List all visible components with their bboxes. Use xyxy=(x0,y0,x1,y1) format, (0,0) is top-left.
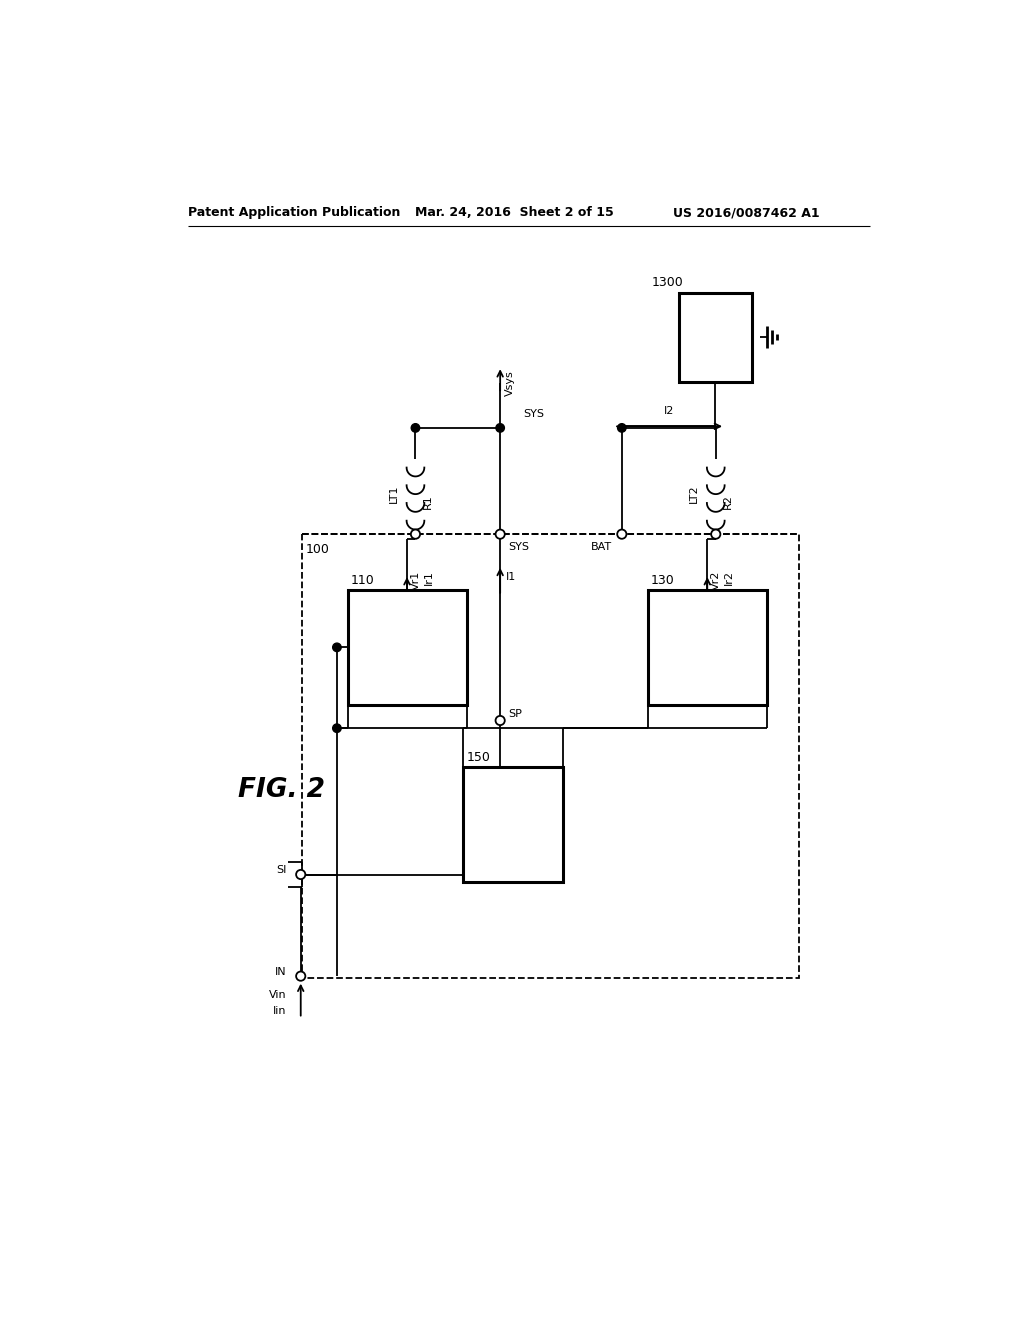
Text: 110: 110 xyxy=(351,574,375,587)
Text: 150: 150 xyxy=(467,751,490,764)
Text: Charger: Charger xyxy=(488,809,539,822)
Text: Patent Application Publication: Patent Application Publication xyxy=(188,206,400,219)
Circle shape xyxy=(333,643,341,652)
Text: US 2016/0087462 A1: US 2016/0087462 A1 xyxy=(674,206,820,219)
Text: Battery: Battery xyxy=(709,314,722,360)
Text: Iin: Iin xyxy=(273,1006,287,1016)
Text: I2: I2 xyxy=(664,405,674,416)
Text: Ir2: Ir2 xyxy=(724,570,734,585)
Circle shape xyxy=(617,424,626,432)
Text: SI: SI xyxy=(276,865,287,875)
Circle shape xyxy=(296,870,305,879)
Text: Path 1: Path 1 xyxy=(387,631,427,644)
Text: Mar. 24, 2016  Sheet 2 of 15: Mar. 24, 2016 Sheet 2 of 15 xyxy=(416,206,614,219)
Circle shape xyxy=(412,424,420,432)
Circle shape xyxy=(411,529,420,539)
Bar xyxy=(463,767,563,882)
Text: SYS: SYS xyxy=(508,543,528,552)
Text: Vin: Vin xyxy=(269,990,287,1001)
Text: FIG. 2: FIG. 2 xyxy=(239,776,326,803)
Text: 100: 100 xyxy=(306,544,330,557)
Text: BAT: BAT xyxy=(591,543,612,552)
Text: Vr1: Vr1 xyxy=(411,570,421,590)
Text: I1: I1 xyxy=(506,572,516,582)
Circle shape xyxy=(711,529,720,539)
Text: Vr2: Vr2 xyxy=(711,570,721,590)
Bar xyxy=(348,590,467,705)
Circle shape xyxy=(496,715,505,725)
Circle shape xyxy=(333,723,341,733)
Text: 130: 130 xyxy=(651,574,675,587)
Text: SYS: SYS xyxy=(523,409,545,418)
Text: 1300: 1300 xyxy=(652,276,684,289)
Text: Ic: Ic xyxy=(720,366,729,375)
Text: Vsys: Vsys xyxy=(505,370,515,396)
Text: R1: R1 xyxy=(423,495,433,510)
Bar xyxy=(648,590,767,705)
Text: Regulator: Regulator xyxy=(677,652,737,665)
Text: LT1: LT1 xyxy=(389,484,399,503)
Text: Ir1: Ir1 xyxy=(424,570,434,585)
Text: SP: SP xyxy=(508,709,522,719)
Circle shape xyxy=(496,529,505,539)
Text: R2: R2 xyxy=(723,495,733,510)
Bar xyxy=(679,293,752,381)
Circle shape xyxy=(296,972,305,981)
Text: LT2: LT2 xyxy=(689,484,699,503)
Circle shape xyxy=(617,529,627,539)
Text: Path 2: Path 2 xyxy=(687,631,727,644)
Bar xyxy=(301,535,799,978)
Circle shape xyxy=(496,424,505,432)
Text: IN: IN xyxy=(275,966,287,977)
Text: Regulator: Regulator xyxy=(377,652,437,665)
Text: Controller: Controller xyxy=(482,829,544,842)
